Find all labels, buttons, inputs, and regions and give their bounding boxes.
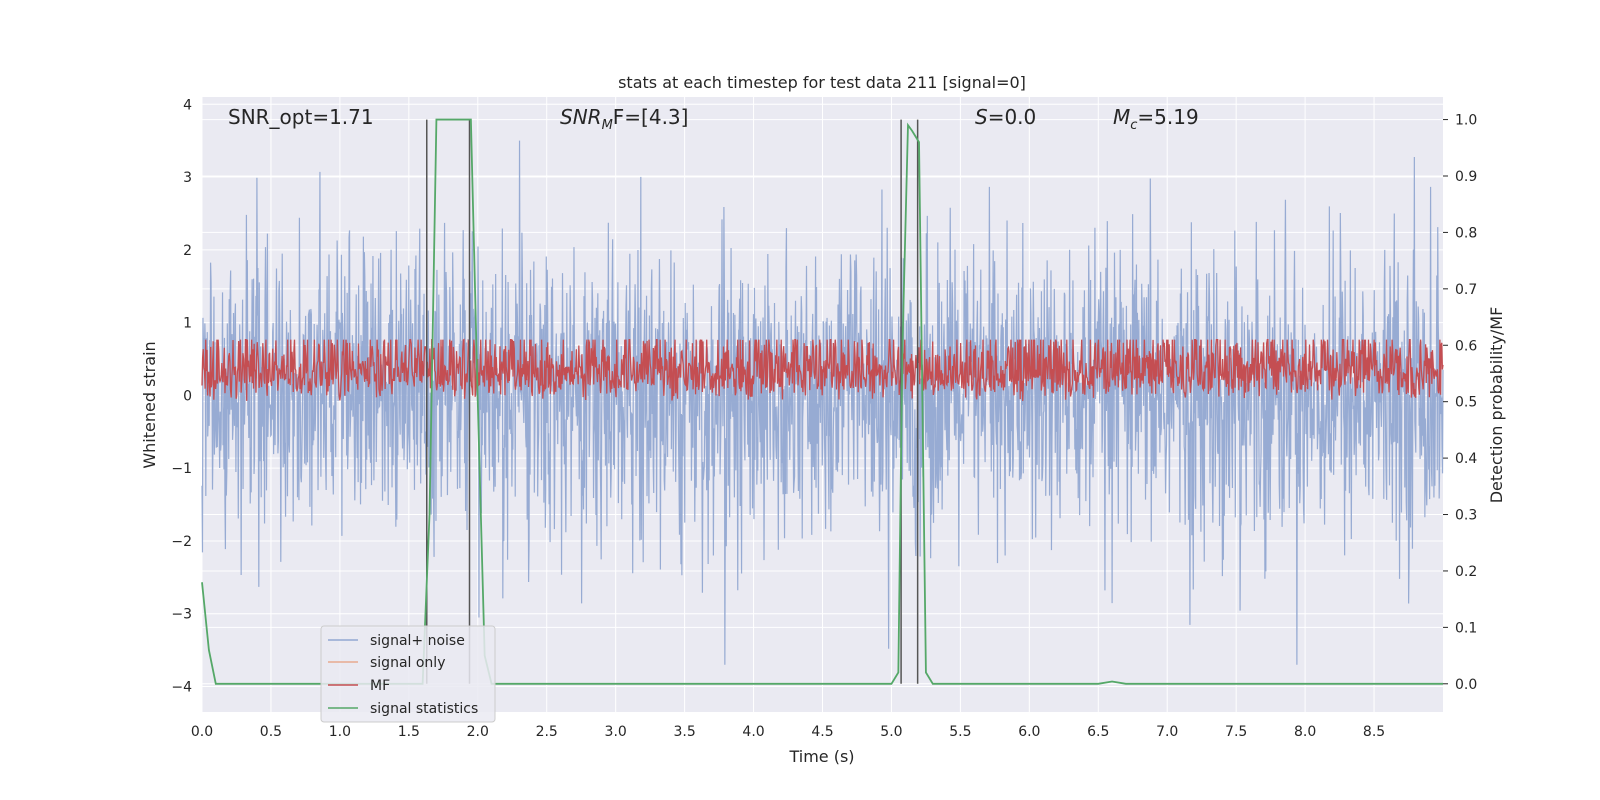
legend-box (320, 625, 496, 723)
y2-tick-label: 0.0 (1455, 677, 1477, 693)
y2-tick-label: 1.0 (1455, 113, 1477, 129)
y-tick-label: −2 (171, 534, 192, 550)
y-axis-label: Whitened strain (140, 341, 159, 468)
x-tick-label: 1.0 (329, 724, 351, 740)
y2-tick-label: 0.6 (1455, 338, 1477, 354)
annotation-snr-opt: SNR_opt=1.71 (228, 105, 374, 129)
y2-tick-label: 0.3 (1455, 508, 1477, 524)
y-tick-label: 4 (183, 97, 192, 113)
legend-item-signal-statistics: signal statistics (328, 701, 478, 717)
legend-item-signal-only: signal only (328, 655, 445, 671)
y2-tick-label: 0.5 (1455, 395, 1477, 411)
line-signal-noise (201, 140, 1444, 665)
y-tick-label: −3 (171, 607, 192, 623)
y2-tick-label: 0.7 (1455, 282, 1477, 298)
y2-tick-label: 0.9 (1455, 169, 1477, 185)
legend-label-mf: MF (370, 678, 390, 694)
y-tick-label: −4 (171, 680, 192, 696)
y-tick-label: 1 (183, 316, 192, 332)
x-tick-label: 5.0 (880, 724, 902, 740)
x-tick-label: 8.0 (1294, 724, 1316, 740)
x-tick-label: 0.0 (191, 724, 213, 740)
y-tick-label: 2 (183, 243, 192, 259)
legend-label-signal-statistics: signal statistics (370, 701, 478, 717)
annotations: SNR_opt=1.71 SNRMF=[4.3] S=0.0 Mc=5.19 (228, 105, 1199, 133)
x-tick-label: 0.5 (260, 724, 282, 740)
legend-label-signal-noise: signal+ noise (370, 633, 465, 649)
x-tick-label: 7.0 (1156, 724, 1178, 740)
x-axis-ticks: 0.0 0.5 1.0 1.5 2.0 2.5 3.0 3.5 4.0 4.5 5.0 5.5 6.0 6… (191, 724, 1385, 740)
y2-tick-label: 0.1 (1455, 620, 1477, 636)
x-tick-label: 3.5 (673, 724, 695, 740)
annotation-snr-mf: SNRMF=[4.3] (560, 105, 688, 133)
x-tick-label: 2.5 (536, 724, 558, 740)
x-tick-label: 4.0 (742, 724, 764, 740)
x-tick-label: 4.5 (811, 724, 833, 740)
y2-axis-ticks: 1.0 0.9 0.8 0.7 0.6 0.5 0.4 0.3 0.2 0.1 0.0 (1443, 113, 1477, 693)
x-tick-label: 6.0 (1018, 724, 1040, 740)
x-tick-label: 1.5 (398, 724, 420, 740)
x-tick-label: 5.5 (949, 724, 971, 740)
series-signal-noise (201, 140, 1444, 665)
legend: signal+ noise signal only MF signal stat… (320, 625, 496, 723)
x-tick-label: 3.0 (605, 724, 627, 740)
y-tick-label: 3 (183, 170, 192, 186)
y-axis-ticks: 4 3 2 1 0 −1 −2 −3 −4 (171, 97, 192, 695)
x-tick-label: 8.5 (1363, 724, 1385, 740)
series-mf (201, 338, 1444, 401)
chart-title: stats at each timestep for test data 211… (618, 73, 1026, 92)
legend-item-signal-noise: signal+ noise (328, 633, 465, 649)
x-tick-label: 2.0 (467, 724, 489, 740)
y2-axis-label: Detection probability/MF (1487, 307, 1506, 504)
line-mf (201, 338, 1444, 401)
y2-tick-label: 0.8 (1455, 225, 1477, 241)
legend-item-mf: MF (328, 678, 390, 694)
legend-label-signal-only: signal only (370, 655, 445, 671)
x-tick-label: 6.5 (1087, 724, 1109, 740)
x-axis-label: Time (s) (788, 747, 854, 766)
x-tick-label: 7.5 (1225, 724, 1247, 740)
annotation-s: S=0.0 (975, 105, 1036, 129)
y2-tick-label: 0.4 (1455, 451, 1477, 467)
y2-tick-label: 0.2 (1455, 564, 1477, 580)
annotation-mc: Mc=5.19 (1113, 105, 1199, 133)
y-tick-label: 0 (183, 388, 192, 404)
y-tick-label: −1 (171, 461, 192, 477)
